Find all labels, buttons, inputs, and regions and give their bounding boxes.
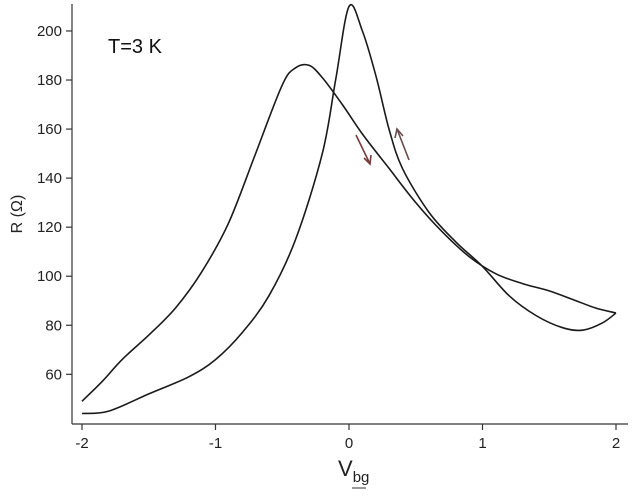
x-axis-ticks: -2 -1 0 1 2 [75, 424, 620, 452]
y-axis-label: R (Ω) [9, 195, 26, 234]
y-tick-label: 100 [37, 268, 62, 285]
x-tick-label: -1 [209, 435, 222, 452]
x-tick-label: 0 [345, 435, 353, 452]
x-tick-label: 1 [478, 435, 486, 452]
curves [81, 3, 617, 415]
y-tick-label: 120 [37, 219, 62, 236]
x-axis-label-subscript: bg [353, 469, 370, 486]
sweep-down-arrow [355, 134, 372, 166]
y-axis-ticks: 60 80 100 120 140 160 180 200 [37, 23, 72, 383]
y-tick-label: 160 [37, 121, 62, 138]
x-tick-label: 2 [612, 435, 620, 452]
series-line-sweep-down [81, 63, 617, 402]
temperature-annotation: T=3 K [108, 36, 163, 58]
x-tick-label: -2 [75, 435, 88, 452]
y-tick-label: 60 [45, 366, 62, 383]
y-tick-label: 180 [37, 72, 62, 89]
x-axis-label-main: V [338, 456, 353, 481]
series-line-sweep-up [81, 3, 617, 415]
y-tick-label: 140 [37, 170, 62, 187]
y-tick-label: 80 [45, 317, 62, 334]
sweep-up-arrow [394, 127, 410, 161]
x-axis-label: Vbg [338, 456, 369, 486]
y-tick-label: 200 [37, 23, 62, 40]
